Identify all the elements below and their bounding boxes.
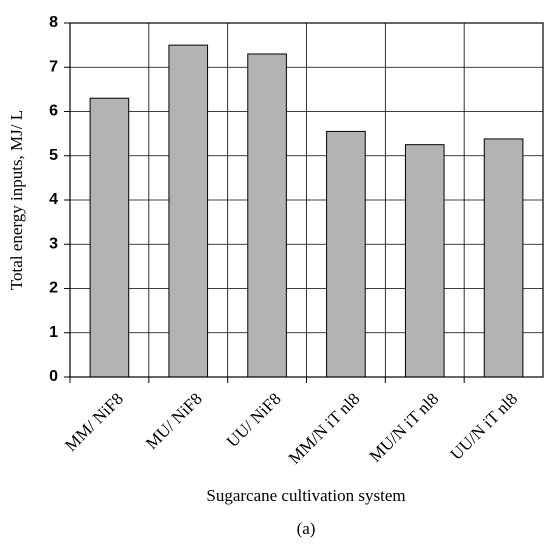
x-tick-label: MU/N iT nl8 xyxy=(366,389,443,466)
plot-frame xyxy=(69,22,544,378)
x-tick-label: MM/N iT nl8 xyxy=(285,389,364,468)
y-tick-label: 3 xyxy=(49,235,58,252)
x-axis-label: Sugarcane cultivation system xyxy=(206,486,405,505)
x-tick-label: UU/ NiF8 xyxy=(223,389,285,451)
y-tick-label: 4 xyxy=(49,191,58,208)
x-tick-label: MU/ NiF8 xyxy=(142,389,206,453)
x-tick-label: UU/N iT nl8 xyxy=(447,389,522,464)
y-tick-label: 5 xyxy=(49,147,58,164)
y-tick-label: 1 xyxy=(49,324,58,341)
x-tick-label: MM/ NiF8 xyxy=(61,389,127,455)
bar xyxy=(168,44,209,378)
y-tick-label: 2 xyxy=(49,280,58,297)
bar xyxy=(404,144,445,378)
bar xyxy=(247,53,287,378)
y-tick-label: 0 xyxy=(49,368,58,385)
y-axis-label: Total energy inputs, MJ/ L xyxy=(7,110,26,290)
bar xyxy=(326,130,366,378)
y-tick-label: 6 xyxy=(49,103,58,120)
bar xyxy=(89,97,130,378)
bar xyxy=(483,138,524,378)
y-tick-label: 8 xyxy=(49,14,58,31)
y-tick-label: 7 xyxy=(49,58,58,75)
caption: (a) xyxy=(297,519,316,538)
